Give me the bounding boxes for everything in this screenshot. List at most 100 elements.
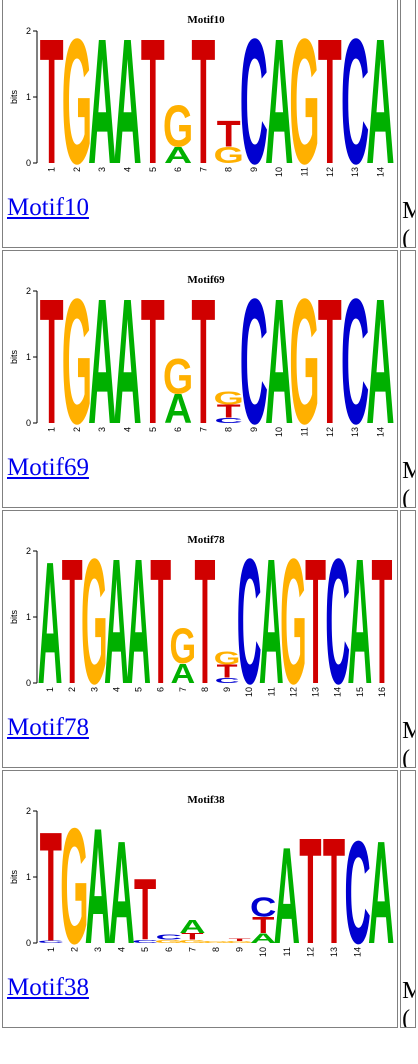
side-text: ( [402, 1006, 411, 1028]
logo-letter-g: G [214, 648, 241, 669]
position-label: 10 [258, 947, 268, 957]
logo-letter-t: T [62, 523, 83, 701]
logo-letter-c: C [341, 263, 369, 441]
position-label: 5 [134, 687, 144, 692]
position-label: 9 [222, 687, 232, 692]
logo-letter-g: G [202, 941, 230, 944]
position-label: 9 [235, 947, 245, 952]
logo-letter-a: A [88, 263, 116, 441]
logo-letter-t: T [40, 3, 64, 181]
motif-link[interactable]: Motif69 [7, 454, 89, 481]
y-tick-label: 1 [26, 872, 31, 882]
position-label: 1 [47, 427, 57, 432]
logo-letter-t: T [150, 523, 171, 701]
logo-letter-c: C [240, 3, 268, 181]
logo-letter-g: G [62, 263, 92, 441]
logo-letter-t: T [228, 938, 251, 942]
side-text: M [402, 458, 415, 484]
position-label: 12 [325, 167, 335, 177]
position-label: 3 [89, 687, 99, 692]
position-label: 4 [123, 167, 133, 172]
logo-letter-g: G [289, 3, 319, 181]
position-label: 9 [249, 427, 259, 432]
logo-letter-g: G [81, 523, 108, 701]
position-label: 8 [224, 167, 234, 172]
position-label: 2 [67, 687, 77, 692]
position-label: 1 [46, 947, 56, 952]
motif-link[interactable]: Motif38 [7, 974, 89, 1001]
position-label: 5 [148, 427, 158, 432]
side-text: M [402, 978, 415, 1004]
position-label: 12 [305, 947, 315, 957]
motif-table: Motif10 0 1 2 bits T 1 G 2 A 3 A 4 T 5 A G 6 T 7 G T 8 C 9 A 10 G 11… [2, 0, 416, 1028]
position-label: 14 [353, 947, 363, 957]
table-row: Motif10 0 1 2 bits T 1 G 2 A 3 A 4 T 5 A G 6 T 7 G T 8 C 9 A 10 G 11… [2, 0, 416, 248]
logo-letter-t: T [318, 3, 342, 181]
position-label: 8 [200, 687, 210, 692]
logo-letter-a: A [170, 658, 195, 689]
logo-letter-t: T [181, 931, 203, 941]
logo-letter-t: T [141, 263, 165, 441]
logo-letter-g: G [62, 3, 92, 181]
table-row: Motif78 0 1 2 bits A 1 T 2 G 3 A 4 A 5 T 6 A G 7 T 8 C T G 9 C 10 A 1… [2, 510, 416, 768]
logo-letter-t: T [318, 263, 342, 441]
logo-title: Motif69 [187, 274, 225, 286]
logo-letter-g: G [289, 263, 319, 441]
position-label: 11 [300, 427, 310, 436]
table-row: Motif38 0 1 2 bits C T 1 G 2 A 3 A 4 C T 5 G C 6 G T A 7 G 8 G T 9 A T… [2, 770, 416, 1028]
logo-letter-a: A [126, 523, 151, 701]
logo-letter-a: A [164, 142, 192, 168]
position-label: 6 [156, 687, 166, 692]
logo-letter-a: A [259, 523, 284, 701]
logo-letter-g: G [225, 941, 253, 944]
y-tick-label: 1 [26, 92, 31, 102]
position-label: 2 [69, 947, 79, 952]
logo-letter-g: G [213, 142, 243, 168]
position-label: 7 [178, 687, 188, 692]
logo-letter-a: A [250, 931, 276, 946]
logo-letter-c: C [344, 810, 370, 961]
side-cell: M( [400, 0, 416, 248]
y-tick-label: 0 [26, 158, 31, 168]
position-label: 13 [311, 687, 321, 697]
position-label: 8 [211, 947, 221, 952]
position-label: 9 [249, 167, 259, 172]
logo-letter-a: A [366, 3, 394, 181]
motif-link[interactable]: Motif10 [7, 194, 89, 221]
side-text: ( [402, 226, 411, 248]
logo-letter-c: C [240, 263, 268, 441]
logo-letter-g: G [213, 388, 243, 408]
motif-link[interactable]: Motif78 [7, 714, 89, 741]
position-label: 16 [377, 687, 387, 697]
logo-letter-a: A [85, 795, 111, 961]
position-label: 14 [333, 687, 343, 697]
logo-letter-g: G [170, 619, 197, 675]
position-label: 11 [266, 687, 276, 696]
position-label: 11 [282, 947, 292, 956]
position-label: 14 [375, 427, 385, 437]
y-tick-label: 1 [26, 612, 31, 622]
y-axis-label: bits [9, 90, 19, 105]
motif-cell: Motif78 0 1 2 bits A 1 T 2 G 3 A 4 A 5 T 6 A G 7 T 8 C T G 9 C 10 A 1… [2, 510, 399, 768]
position-label: 15 [355, 687, 365, 697]
logo-letter-a: A [265, 3, 293, 181]
logo-letter-a: A [274, 820, 300, 961]
motif-cell: Motif10 0 1 2 bits T 1 G 2 A 3 A 4 T 5 A G 6 T 7 G T 8 C 9 A 10 G 11… [2, 0, 399, 248]
y-axis-label: bits [9, 610, 19, 625]
y-tick-label: 2 [26, 546, 31, 556]
logo-letter-c: C [132, 939, 159, 944]
y-axis-label: bits [9, 350, 19, 365]
logo-letter-t: T [191, 3, 215, 181]
position-label: 10 [244, 687, 254, 697]
logo-letter-c: C [38, 940, 64, 944]
motif-cell: Motif38 0 1 2 bits C T 1 G 2 A 3 A 4 C T 5 G C 6 G T A 7 G 8 G T 9 A T… [2, 770, 399, 1028]
y-tick-label: 2 [26, 806, 31, 816]
position-label: 7 [187, 947, 197, 952]
logo-letter-c: C [215, 677, 240, 685]
position-label: 10 [274, 427, 284, 437]
logo-letter-t: T [323, 807, 345, 961]
y-tick-label: 0 [26, 418, 31, 428]
logo-letter-a: A [164, 386, 192, 432]
